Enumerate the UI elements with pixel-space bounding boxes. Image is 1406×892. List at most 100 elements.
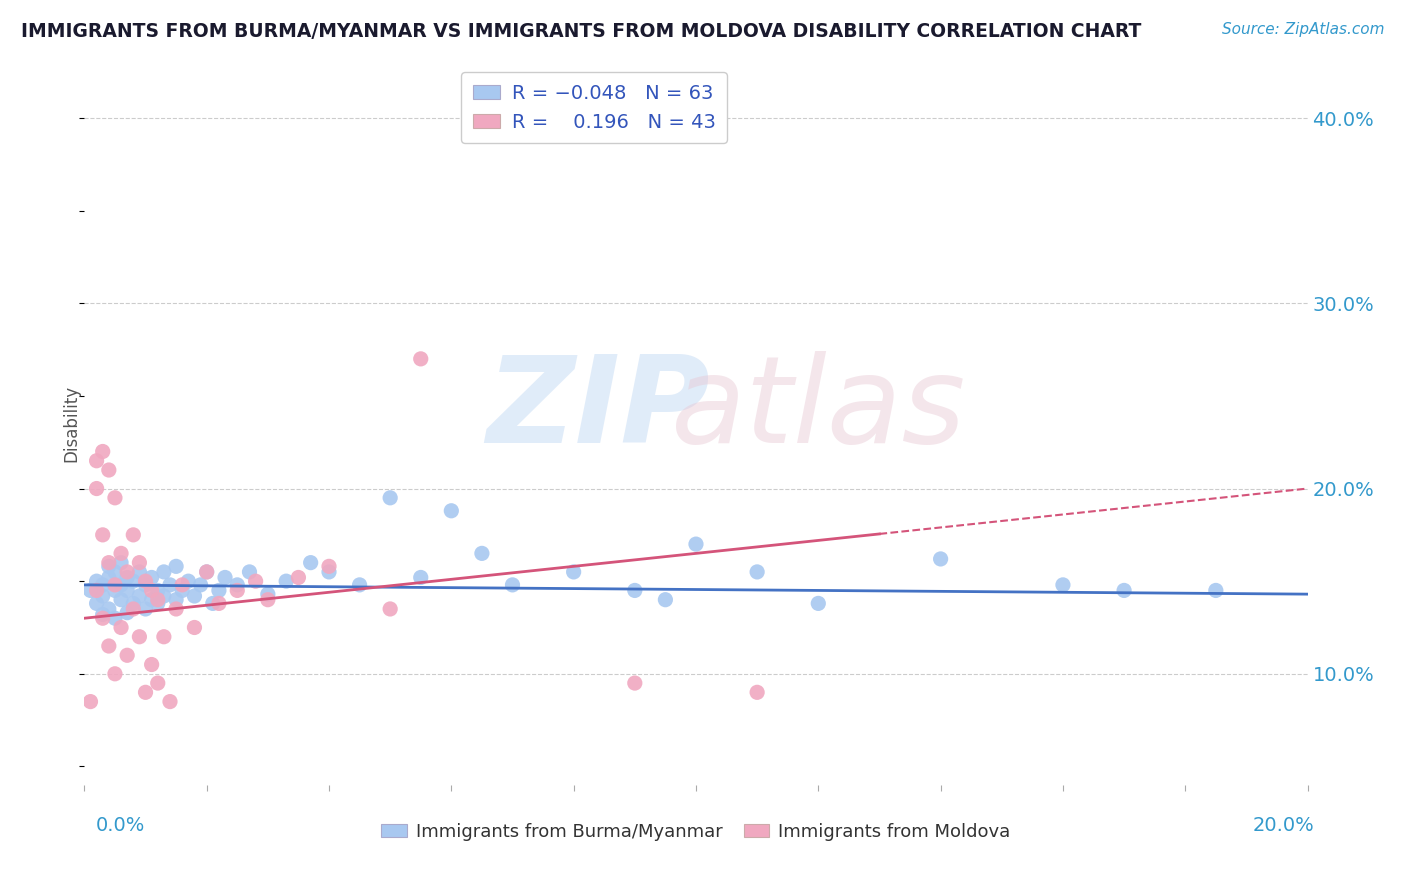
Point [122, 574, 145, 589]
Point [165, 602, 187, 616]
Point [79, 695, 101, 709]
Point [135, 602, 157, 616]
Point [190, 578, 212, 592]
Text: Source: ZipAtlas.com: Source: ZipAtlas.com [1222, 22, 1385, 37]
Point [245, 574, 267, 589]
Point [159, 578, 181, 592]
Point [115, 648, 138, 663]
Point [104, 666, 127, 681]
Point [110, 546, 132, 560]
Point [502, 578, 524, 592]
Point [141, 583, 163, 598]
Point [201, 596, 224, 610]
Point [183, 589, 205, 603]
Point [104, 611, 127, 625]
Point [276, 574, 298, 589]
Text: 20.0%: 20.0% [1253, 816, 1315, 835]
Point [208, 583, 231, 598]
Point [380, 491, 402, 505]
Point [97, 570, 120, 584]
Point [409, 570, 432, 584]
Point [562, 565, 585, 579]
Point [165, 592, 187, 607]
Point [153, 630, 176, 644]
Point [146, 583, 169, 598]
Point [318, 565, 340, 579]
Point [318, 559, 340, 574]
Point [135, 574, 157, 589]
Point [115, 606, 138, 620]
Point [1052, 578, 1074, 592]
Point [287, 570, 309, 584]
Point [86, 574, 108, 589]
Point [257, 587, 280, 601]
Point [747, 685, 769, 699]
Point [624, 676, 647, 690]
Point [146, 592, 169, 607]
Point [115, 565, 138, 579]
Point [115, 583, 138, 598]
Point [1205, 583, 1227, 598]
Point [172, 578, 194, 592]
Point [79, 583, 101, 598]
Point [747, 565, 769, 579]
Point [91, 607, 114, 622]
Point [177, 574, 200, 589]
Point [104, 583, 127, 598]
Point [97, 556, 120, 570]
Point [91, 528, 114, 542]
Point [146, 596, 169, 610]
Point [380, 602, 402, 616]
Point [128, 589, 150, 603]
Point [128, 565, 150, 579]
Point [110, 556, 132, 570]
Point [146, 676, 169, 690]
Point [624, 583, 647, 598]
Point [349, 578, 371, 592]
Point [409, 351, 432, 366]
Point [128, 556, 150, 570]
Text: ZIP: ZIP [486, 351, 710, 467]
Point [91, 589, 114, 603]
Point [159, 695, 181, 709]
Point [122, 602, 145, 616]
Point [141, 657, 163, 672]
Point [165, 559, 187, 574]
Point [183, 620, 205, 634]
Point [153, 565, 176, 579]
Point [104, 578, 127, 592]
Text: 0.0%: 0.0% [96, 816, 145, 835]
Point [104, 491, 127, 505]
Point [257, 592, 280, 607]
Point [91, 444, 114, 458]
Point [122, 596, 145, 610]
Point [135, 578, 157, 592]
Point [153, 589, 176, 603]
Point [110, 592, 132, 607]
Point [97, 463, 120, 477]
Point [238, 565, 260, 579]
Point [97, 639, 120, 653]
Point [208, 596, 231, 610]
Point [929, 552, 952, 566]
Point [1114, 583, 1136, 598]
Point [226, 583, 249, 598]
Point [86, 454, 108, 468]
Point [97, 602, 120, 616]
Point [141, 592, 163, 607]
Y-axis label: Disability: Disability [62, 385, 80, 462]
Point [654, 592, 676, 607]
Text: IMMIGRANTS FROM BURMA/MYANMAR VS IMMIGRANTS FROM MOLDOVA DISABILITY CORRELATION : IMMIGRANTS FROM BURMA/MYANMAR VS IMMIGRA… [21, 22, 1142, 41]
Point [214, 570, 236, 584]
Point [110, 578, 132, 592]
Point [141, 570, 163, 584]
Point [128, 630, 150, 644]
Point [86, 583, 108, 598]
Point [86, 596, 108, 610]
Point [97, 559, 120, 574]
Point [807, 596, 830, 610]
Point [172, 583, 194, 598]
Point [86, 482, 108, 496]
Point [110, 620, 132, 634]
Point [685, 537, 707, 551]
